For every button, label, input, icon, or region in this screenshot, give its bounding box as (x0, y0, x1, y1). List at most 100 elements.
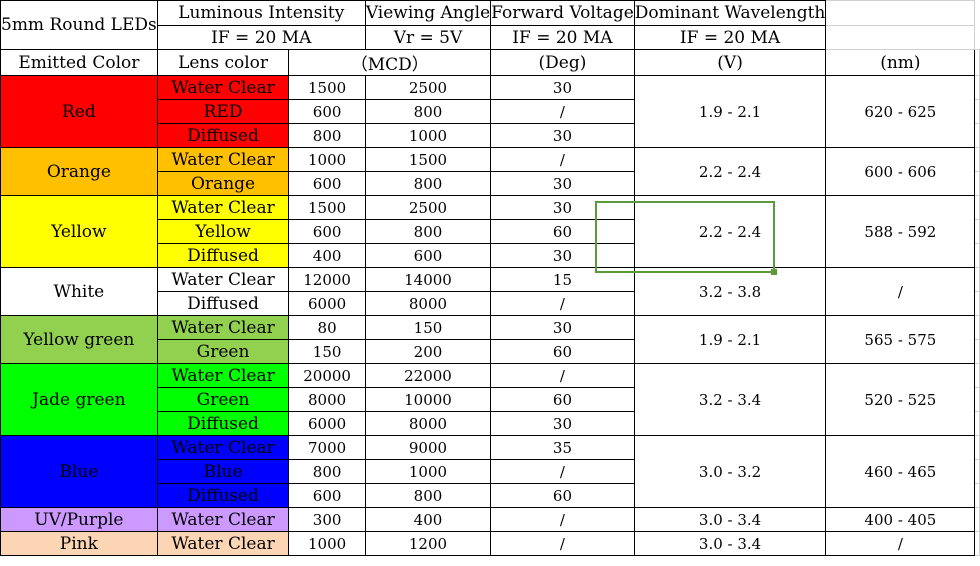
unit-nm[interactable]: (nm) (825, 49, 976, 76)
col-header-viewing[interactable]: Viewing Angle (364, 0, 492, 26)
luminous-min-cell[interactable]: 150 (288, 339, 366, 364)
lens-color-cell[interactable]: Orange (156, 171, 290, 196)
fill-handle[interactable] (771, 269, 777, 275)
forward-voltage-cell[interactable]: 2.2 - 2.4 (633, 147, 827, 196)
empty-cell[interactable] (974, 315, 980, 340)
luminous-max-cell[interactable]: 14000 (364, 267, 492, 292)
luminous-max-cell[interactable]: 8000 (364, 291, 492, 316)
luminous-min-cell[interactable]: 600 (288, 219, 366, 244)
dominant-wavelength-cell[interactable]: 620 - 625 (825, 75, 976, 148)
condition-luminous[interactable]: IF = 20 MA (156, 25, 366, 50)
empty-cell[interactable] (974, 459, 980, 484)
forward-voltage-cell[interactable]: 3.0 - 3.4 (633, 531, 827, 556)
viewing-angle-cell[interactable]: / (490, 99, 635, 124)
dominant-wavelength-cell[interactable]: 400 - 405 (825, 507, 976, 532)
empty-cell[interactable] (974, 243, 980, 268)
luminous-max-cell[interactable]: 800 (364, 219, 492, 244)
luminous-max-cell[interactable]: 800 (364, 171, 492, 196)
emitted-color-cell[interactable]: Yellow green (0, 315, 158, 364)
luminous-min-cell[interactable]: 600 (288, 171, 366, 196)
dominant-wavelength-cell[interactable]: 565 - 575 (825, 315, 976, 364)
forward-voltage-cell[interactable]: 3.0 - 3.4 (633, 507, 827, 532)
lens-color-cell[interactable]: Green (156, 387, 290, 412)
viewing-angle-cell[interactable]: 30 (490, 315, 635, 340)
luminous-min-cell[interactable]: 6000 (288, 291, 366, 316)
luminous-min-cell[interactable]: 8000 (288, 387, 366, 412)
lens-color-cell[interactable]: Diffused (156, 243, 290, 268)
viewing-angle-cell[interactable]: 30 (490, 75, 635, 100)
viewing-angle-cell[interactable]: / (490, 147, 635, 172)
luminous-max-cell[interactable]: 10000 (364, 387, 492, 412)
dominant-wavelength-cell[interactable]: 600 - 606 (825, 147, 976, 196)
emitted-color-cell[interactable]: Yellow (0, 195, 158, 268)
luminous-min-cell[interactable]: 1500 (288, 75, 366, 100)
condition-forward[interactable]: IF = 20 MA (490, 25, 635, 50)
viewing-angle-cell[interactable]: 60 (490, 339, 635, 364)
empty-cell[interactable] (974, 531, 980, 556)
luminous-min-cell[interactable]: 600 (288, 99, 366, 124)
empty-cell[interactable] (974, 99, 980, 124)
luminous-max-cell[interactable]: 2500 (364, 195, 492, 220)
lens-color-cell[interactable]: Water Clear (156, 75, 290, 100)
viewing-angle-cell[interactable]: / (490, 459, 635, 484)
lens-color-cell[interactable]: Water Clear (156, 531, 290, 556)
viewing-angle-cell[interactable]: 30 (490, 243, 635, 268)
viewing-angle-cell[interactable]: 60 (490, 219, 635, 244)
dominant-wavelength-cell[interactable]: / (825, 531, 976, 556)
col-header-luminous[interactable]: Luminous Intensity (156, 0, 366, 26)
unit-v[interactable]: (V) (633, 49, 827, 76)
lens-color-cell[interactable]: Water Clear (156, 435, 290, 460)
lens-color-cell[interactable]: Yellow (156, 219, 290, 244)
empty-cell[interactable] (974, 339, 980, 364)
empty-cell[interactable] (974, 195, 980, 220)
luminous-min-cell[interactable]: 800 (288, 123, 366, 148)
luminous-min-cell[interactable]: 12000 (288, 267, 366, 292)
dominant-wavelength-cell[interactable]: 460 - 465 (825, 435, 976, 508)
empty-cell[interactable] (974, 123, 980, 148)
empty-cell[interactable] (974, 219, 980, 244)
luminous-max-cell[interactable]: 800 (364, 99, 492, 124)
viewing-angle-cell[interactable]: 60 (490, 483, 635, 508)
forward-voltage-cell[interactable]: 2.2 - 2.4 (633, 195, 827, 268)
lens-color-cell[interactable]: Diffused (156, 291, 290, 316)
luminous-max-cell[interactable]: 400 (364, 507, 492, 532)
luminous-min-cell[interactable]: 300 (288, 507, 366, 532)
empty-cell[interactable] (974, 49, 980, 76)
viewing-angle-cell[interactable]: / (490, 291, 635, 316)
viewing-angle-cell[interactable]: 35 (490, 435, 635, 460)
dominant-wavelength-cell[interactable]: 588 - 592 (825, 195, 976, 268)
dominant-wavelength-cell[interactable]: / (825, 267, 976, 316)
col-header-dominant[interactable]: Dominant Wavelength (633, 0, 827, 26)
lens-color-cell[interactable]: Green (156, 339, 290, 364)
viewing-angle-cell[interactable]: 30 (490, 123, 635, 148)
viewing-angle-cell[interactable]: 60 (490, 387, 635, 412)
viewing-angle-cell[interactable]: / (490, 507, 635, 532)
lens-color-cell[interactable]: RED (156, 99, 290, 124)
forward-voltage-cell[interactable]: 1.9 - 2.1 (633, 75, 827, 148)
luminous-max-cell[interactable]: 1500 (364, 147, 492, 172)
empty-cell[interactable] (974, 387, 980, 412)
luminous-max-cell[interactable]: 9000 (364, 435, 492, 460)
empty-cell[interactable] (974, 363, 980, 388)
empty-cell[interactable] (974, 147, 980, 172)
forward-voltage-cell[interactable]: 3.0 - 3.2 (633, 435, 827, 508)
luminous-min-cell[interactable]: 1000 (288, 147, 366, 172)
lens-color-cell[interactable]: Water Clear (156, 195, 290, 220)
col-header-emitted[interactable]: Emitted Color (0, 49, 158, 76)
luminous-min-cell[interactable]: 1500 (288, 195, 366, 220)
lens-color-cell[interactable]: Water Clear (156, 267, 290, 292)
viewing-angle-cell[interactable]: / (490, 531, 635, 556)
luminous-min-cell[interactable]: 600 (288, 483, 366, 508)
luminous-max-cell[interactable]: 150 (364, 315, 492, 340)
emitted-color-cell[interactable]: Pink (0, 531, 158, 556)
empty-cell[interactable] (974, 291, 980, 316)
table-title[interactable]: 5mm Round LEDs (0, 0, 158, 50)
forward-voltage-cell[interactable]: 3.2 - 3.8 (633, 267, 827, 316)
empty-cell[interactable] (974, 171, 980, 196)
forward-voltage-cell[interactable]: 1.9 - 2.1 (633, 315, 827, 364)
luminous-min-cell[interactable]: 6000 (288, 411, 366, 436)
luminous-max-cell[interactable]: 200 (364, 339, 492, 364)
luminous-max-cell[interactable]: 8000 (364, 411, 492, 436)
condition-viewing[interactable]: Vr = 5V (364, 25, 492, 50)
unit-mcd[interactable]: （MCD） (288, 49, 492, 76)
